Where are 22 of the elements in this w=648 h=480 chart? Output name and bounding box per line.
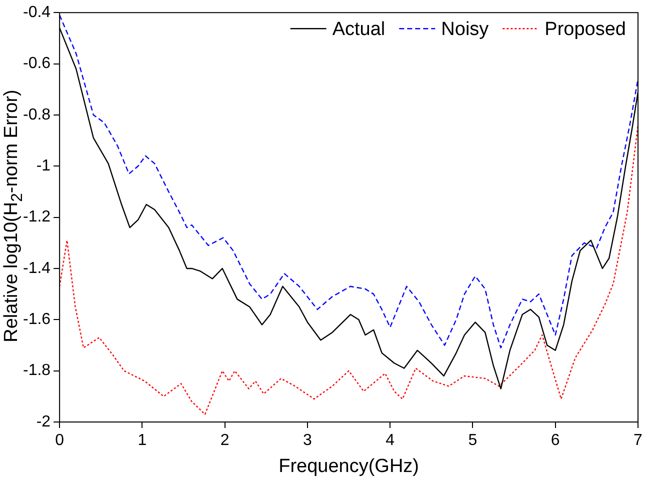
y-tick-label: -0.4 — [22, 4, 51, 22]
x-tick-label: 4 — [386, 432, 395, 450]
x-tick-label: 7 — [634, 432, 643, 450]
y-tick-label: -1.8 — [22, 362, 51, 380]
x-tick-label: 3 — [303, 432, 312, 450]
y-tick-label: -0.6 — [22, 55, 51, 72]
x-tick-label: 2 — [220, 432, 230, 450]
y-tick-label: -1 — [36, 158, 51, 175]
y-tick-label: -1.4 — [22, 260, 51, 277]
legend-label: Proposed — [544, 18, 626, 40]
x-tick-label: 0 — [55, 432, 64, 450]
y-tick-label: -1.2 — [22, 208, 51, 226]
x-tick-label: 5 — [468, 432, 478, 450]
line-series — [60, 124, 638, 415]
legend-label: Actual — [332, 18, 386, 40]
legend-label: Noisy — [441, 18, 490, 40]
y-tick-label: -2 — [36, 413, 51, 430]
x-axis-title: Frequency(GHz) — [278, 456, 419, 477]
x-tick-label: 6 — [550, 432, 560, 450]
y-tick-label: -0.8 — [22, 106, 51, 124]
y-tick-label: -1.6 — [22, 311, 51, 328]
x-tick-label: 1 — [138, 432, 147, 450]
